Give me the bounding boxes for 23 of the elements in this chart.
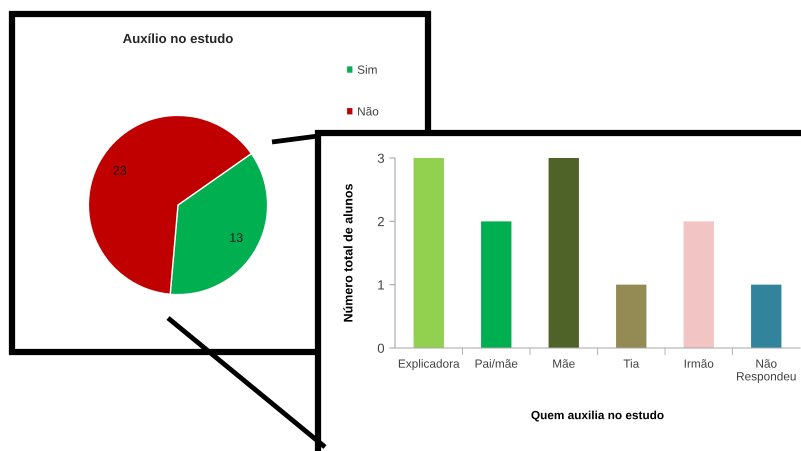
data-label: 13 xyxy=(230,233,243,242)
data-label: 23 xyxy=(113,166,126,175)
bar xyxy=(548,158,579,348)
y-tick-label: 0 xyxy=(378,344,384,353)
x-tick-label: Irmão xyxy=(684,359,714,368)
y-axis-title: Número total de alunos xyxy=(343,184,353,322)
x-tick-label: Pai/mãe xyxy=(476,359,518,368)
legend-label: Sim xyxy=(358,65,377,74)
legend-label: Não xyxy=(358,106,378,116)
x-tick-label: Explicadora xyxy=(398,359,460,370)
x-axis-title: Quem auxilia no estudo xyxy=(531,410,664,422)
x-tick-label: Não Respondeu xyxy=(737,359,796,383)
bar xyxy=(684,221,714,348)
chart-title: Auxílio no estudo xyxy=(122,33,233,44)
bar xyxy=(751,284,782,348)
x-tick-label: Mãe xyxy=(553,359,575,368)
y-tick-label: 1 xyxy=(378,280,384,290)
x-tick-label: Tia xyxy=(624,359,640,368)
bar xyxy=(414,158,444,348)
y-tick-label: 3 xyxy=(378,154,384,163)
bar xyxy=(616,284,646,348)
y-tick-label: 2 xyxy=(378,216,384,226)
bar xyxy=(481,221,512,348)
